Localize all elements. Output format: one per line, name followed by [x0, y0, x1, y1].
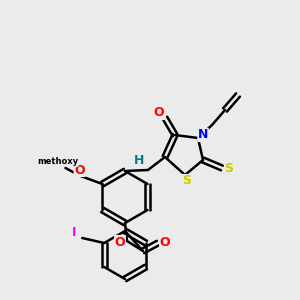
Text: H: H — [134, 154, 144, 167]
Text: methoxy: methoxy — [37, 158, 78, 166]
Text: S: S — [182, 175, 191, 188]
Text: S: S — [224, 161, 233, 175]
Text: O: O — [160, 236, 170, 248]
Text: N: N — [198, 128, 208, 142]
Text: O: O — [154, 106, 164, 119]
Text: I: I — [72, 226, 76, 239]
Text: O: O — [74, 164, 85, 176]
Text: O: O — [115, 236, 125, 248]
